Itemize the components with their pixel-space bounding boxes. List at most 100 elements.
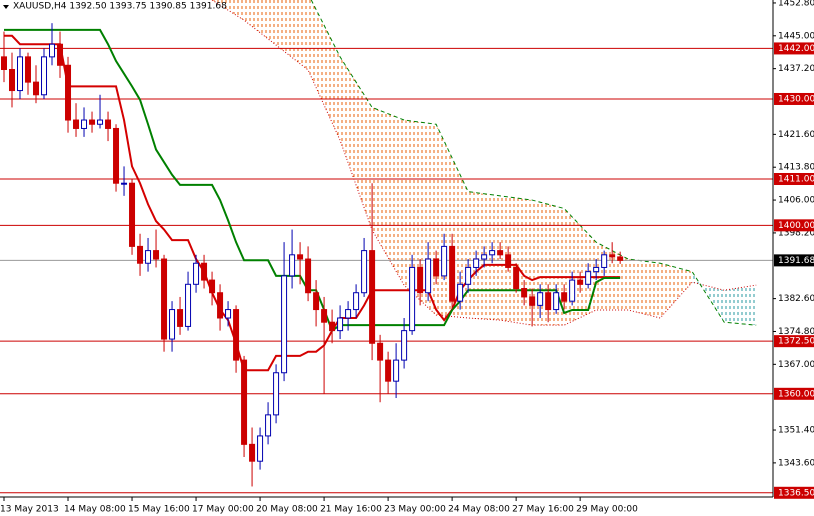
plot-area [0, 0, 773, 494]
candle-body [113, 127, 120, 184]
candle-body [393, 359, 400, 382]
level-label: 1372.50 [778, 337, 814, 347]
level-label: 1336.50 [778, 488, 814, 498]
indicator-line [4, 34, 621, 372]
candle-body [209, 279, 216, 294]
y-tick-label: 1398.20 [778, 228, 814, 238]
candle-body [161, 258, 168, 340]
y-tick-label: 1374.80 [778, 327, 814, 337]
level-label: 1360.00 [778, 389, 814, 399]
candle-body [273, 372, 280, 416]
candle-body [369, 250, 376, 344]
candle-body [433, 258, 440, 277]
indicator-line [4, 28, 621, 333]
y-tick-label: 1452.80 [778, 0, 814, 8]
x-tick-label: 29 May 00:00 [576, 505, 638, 515]
level-label-box [774, 387, 814, 400]
y-tick-label: 1382.60 [778, 294, 814, 304]
candle-body [569, 279, 576, 302]
candle-body [289, 254, 296, 277]
candle-body [281, 275, 288, 374]
candle-body [217, 292, 224, 319]
level-label-box [774, 42, 814, 55]
candle-body [145, 250, 152, 264]
candle-body [9, 68, 16, 92]
candle-body [473, 258, 480, 268]
y-tick-label: 1406.00 [778, 196, 814, 206]
candle-body [185, 283, 192, 327]
candle-body [345, 309, 352, 319]
cloud-segment [724, 285, 757, 326]
candle-body [17, 56, 24, 92]
candle-body [169, 309, 176, 340]
cloud-segment [308, 0, 341, 141]
candle-body [137, 245, 144, 264]
x-tick-label: 17 May 00:00 [192, 505, 254, 515]
menu-arrow[interactable] [3, 5, 9, 9]
candle-body [561, 292, 568, 302]
candle-body [425, 258, 432, 294]
x-tick-label: 21 May 16:00 [320, 505, 382, 515]
chart-title: XAUUSD,H4 1392.50 1393.75 1390.85 1391.6… [13, 2, 227, 12]
candle-body [129, 182, 136, 247]
x-tick-label: 24 May 08:00 [448, 505, 510, 515]
candle-body [377, 342, 384, 361]
candle-body [65, 64, 72, 121]
candle-body [545, 292, 552, 311]
cloud-segment [660, 263, 693, 318]
candle-body [457, 283, 464, 302]
cloud-segment [340, 56, 373, 230]
candle-body [609, 254, 616, 258]
candle-body [305, 258, 312, 294]
current-price-label: 1391.68 [778, 256, 814, 266]
candle-body [177, 309, 184, 327]
y-tick-label: 1421.60 [778, 130, 814, 140]
candle-body [593, 266, 600, 273]
level-label-box [774, 92, 814, 105]
cloud-segment [244, 0, 277, 46]
level-label-box [774, 173, 814, 186]
cloud-span-line [310, 0, 757, 326]
x-tick-label: 15 May 16:00 [128, 505, 190, 515]
candle-body [105, 119, 112, 129]
candle-body [441, 245, 448, 277]
candle-body [241, 359, 248, 445]
level-label-box [774, 219, 814, 232]
candle-body [1, 56, 8, 70]
y-tick-label: 1445.00 [778, 31, 814, 41]
candle-body [225, 309, 232, 319]
candle-body [33, 81, 40, 96]
candle-body [449, 245, 456, 302]
candle-body [409, 266, 416, 332]
candle-body [417, 266, 424, 294]
candle-body [257, 435, 264, 462]
candle-body [265, 414, 272, 437]
candle-body [361, 250, 368, 294]
candle-body [337, 317, 344, 332]
level-label-box [774, 335, 814, 348]
candle-body [601, 254, 608, 268]
candle-body [529, 296, 536, 306]
cloud-segment [628, 259, 661, 318]
cloud-span-line [211, 0, 757, 326]
candle-body [97, 119, 104, 125]
candle-body [81, 119, 88, 129]
candle-body [297, 254, 304, 260]
x-tick-label: 23 May 00:00 [384, 505, 446, 515]
candle-body [193, 262, 200, 285]
candle-body [577, 279, 584, 285]
candle-body [489, 250, 496, 256]
y-tick-label: 1437.20 [778, 64, 814, 74]
candle-body [353, 292, 360, 311]
y-tick-label: 1367.00 [778, 360, 814, 370]
level-label: 1442.00 [778, 44, 814, 54]
candle-body [481, 254, 488, 260]
y-tick-label: 1413.80 [778, 163, 814, 173]
candle-body [401, 330, 408, 361]
candle-body [521, 288, 528, 298]
candle-body [313, 292, 320, 311]
cloud-segment [372, 107, 405, 286]
candle-body [249, 443, 256, 462]
candle-body [57, 43, 64, 66]
